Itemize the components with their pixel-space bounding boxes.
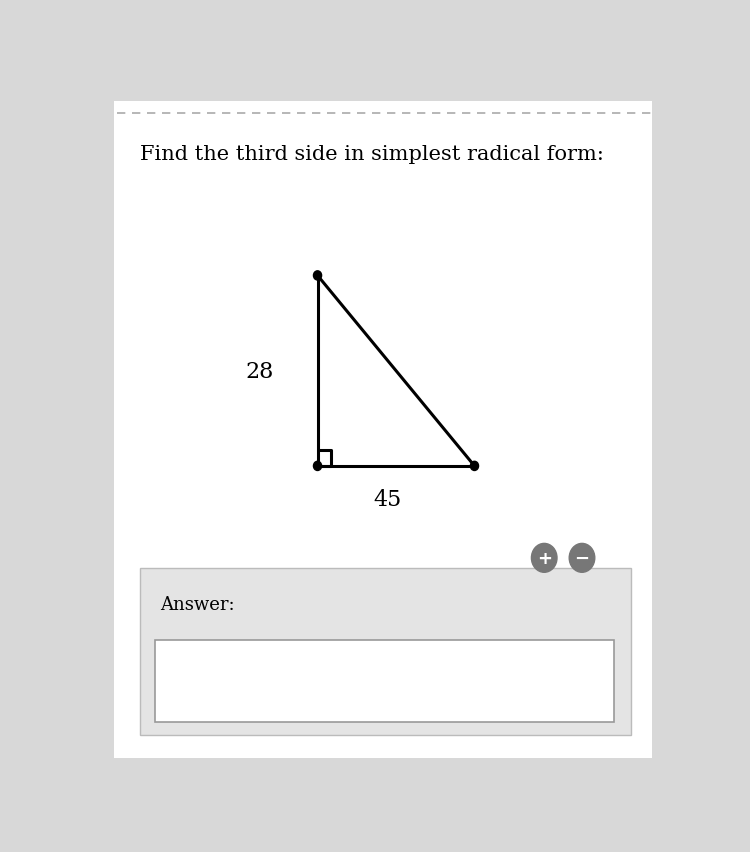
Circle shape xyxy=(314,272,322,280)
Circle shape xyxy=(532,544,557,573)
Text: 28: 28 xyxy=(245,360,274,383)
Text: Answer:: Answer: xyxy=(160,595,236,613)
Text: Find the third side in simplest radical form:: Find the third side in simplest radical … xyxy=(140,145,604,164)
Circle shape xyxy=(314,462,322,471)
Text: 45: 45 xyxy=(374,488,401,510)
Bar xyxy=(140,568,632,735)
Circle shape xyxy=(470,462,478,471)
Text: +: + xyxy=(537,550,552,567)
Circle shape xyxy=(569,544,595,573)
Text: −: − xyxy=(574,550,590,567)
Bar xyxy=(154,640,614,722)
